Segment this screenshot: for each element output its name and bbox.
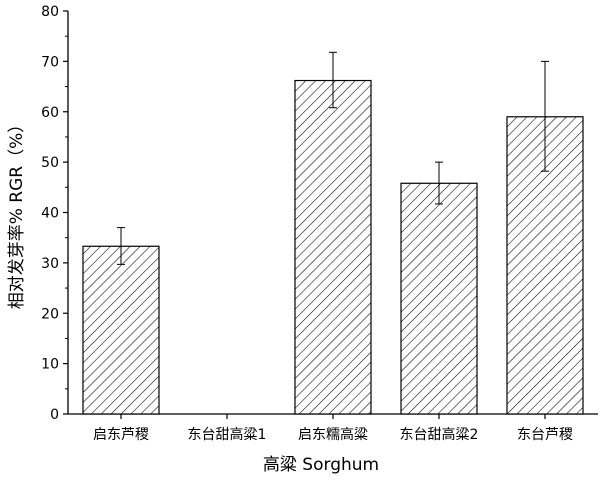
x-tick-label: 东台甜高粱1: [188, 426, 267, 443]
y-tick-label: 10: [41, 357, 59, 373]
x-tick-label: 启东芦稷: [93, 427, 149, 443]
bar: [82, 245, 160, 415]
bar: [400, 182, 478, 415]
x-tick-label: 东台甜高粱2: [400, 426, 479, 443]
y-tick-label: 60: [41, 105, 59, 121]
x-tick-label: 东台芦稷: [517, 427, 573, 443]
x-axis-title: 高粱 Sorghum: [263, 455, 379, 475]
bar: [294, 79, 372, 415]
y-tick-label: 20: [41, 306, 59, 322]
y-axis-title: 相对发芽率% RGR（%）: [7, 116, 27, 310]
y-tick-label: 70: [41, 54, 59, 70]
error-bars: [117, 51, 549, 265]
y-tick-label: 80: [41, 4, 59, 20]
y-tick-label: 40: [41, 206, 59, 222]
y-tick-label: 0: [50, 407, 59, 423]
y-tick-label: 30: [41, 256, 59, 272]
bars: [82, 79, 584, 415]
x-tick-label: 启东糯高粱: [298, 426, 368, 443]
ticks: 0 10 20 30 40 50 60 70 80 启东芦稷 东台甜高粱1 启东糯高粱 东台甜高粱2 东台…: [41, 4, 573, 443]
y-tick-label: 50: [41, 155, 59, 171]
